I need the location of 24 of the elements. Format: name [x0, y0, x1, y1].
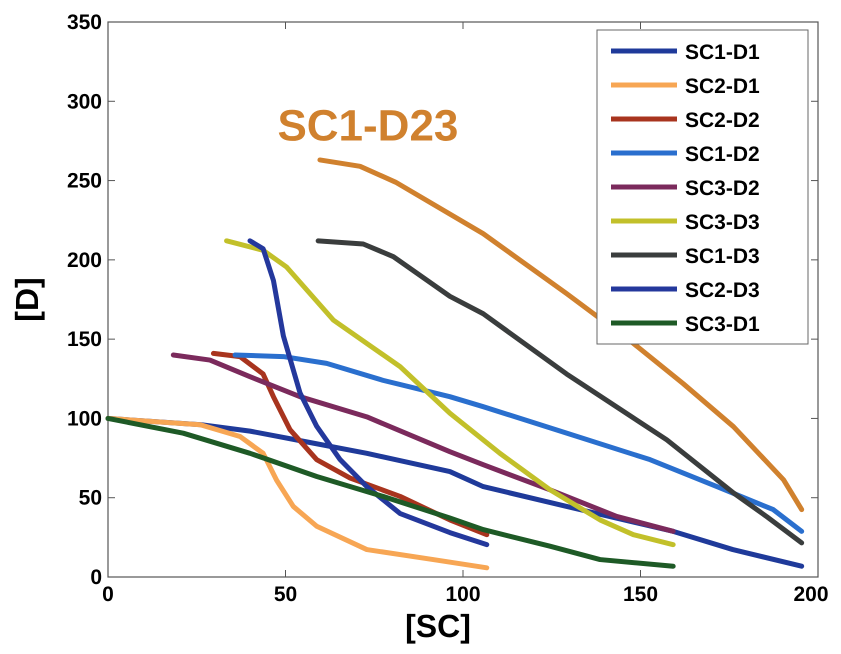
annotation: SC1-D23	[277, 102, 458, 151]
legend-label: SC1-D2	[685, 143, 760, 166]
legend-label: SC3-D2	[685, 177, 760, 200]
x-tick-label: 150	[622, 583, 658, 606]
y-tick-label: 150	[66, 328, 102, 352]
legend-label: SC1-D1	[685, 41, 760, 64]
legend-label: SC2-D1	[685, 75, 760, 98]
y-tick-label: 250	[66, 170, 102, 193]
legend-label: SC2-D2	[685, 109, 760, 132]
y-tick-label: 100	[66, 407, 102, 430]
x-axis-title: [SC]	[405, 608, 471, 644]
y-axis-title: [D]	[9, 277, 45, 322]
x-tick-label: 100	[445, 583, 481, 606]
legend-label: SC1-D3	[685, 245, 760, 268]
y-tick-label: 0	[90, 566, 102, 589]
y-tick-label: 200	[66, 248, 102, 272]
x-tick-label: 200	[793, 583, 829, 606]
x-tick-label: 50	[274, 583, 298, 606]
y-tick-label: 50	[78, 486, 102, 510]
legend-label: SC3-D3	[685, 211, 760, 234]
y-tick-label: 300	[66, 90, 102, 114]
y-tick-label: 350	[66, 11, 102, 34]
legend-label: SC3-D1	[685, 313, 760, 336]
legend-label: SC2-D3	[685, 279, 760, 302]
